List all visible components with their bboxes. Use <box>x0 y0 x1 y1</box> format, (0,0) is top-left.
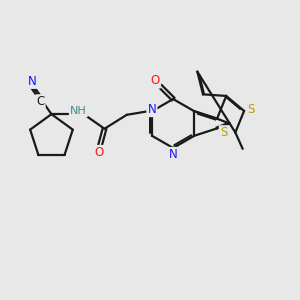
Text: C: C <box>36 95 44 108</box>
Text: S: S <box>247 103 254 116</box>
Text: O: O <box>151 74 160 88</box>
Text: N: N <box>28 75 37 88</box>
Text: NH: NH <box>70 106 87 116</box>
Text: O: O <box>94 146 104 159</box>
Text: N: N <box>169 148 178 161</box>
Text: N: N <box>148 103 156 116</box>
Text: S: S <box>220 126 227 140</box>
